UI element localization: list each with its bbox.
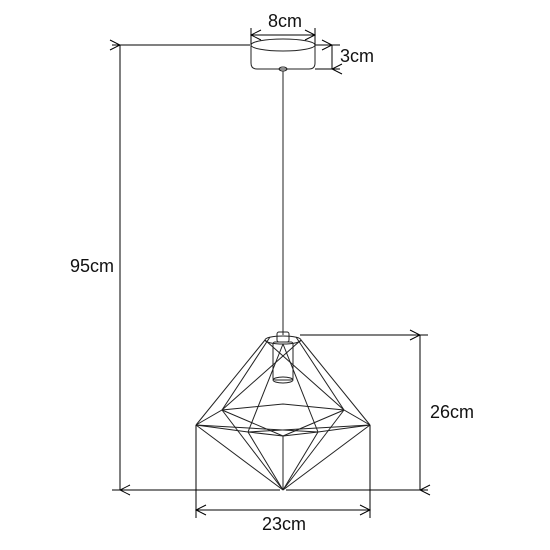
dim-canopy-height: 3cm [315,45,374,69]
pendant-lamp-drawing [196,39,370,490]
wire-shade [196,336,370,490]
dim-total-height: 95cm [70,45,280,490]
dim-canopy-width: 8cm [251,11,315,45]
dim-canopy-width-label: 8cm [268,11,302,31]
dimension-diagram: 8cm 3cm 95cm 26cm 23cm [0,0,550,550]
dim-canopy-height-label: 3cm [340,46,374,66]
dim-shade-width-label: 23cm [262,514,306,534]
socket [273,332,293,383]
ceiling-canopy [251,39,315,71]
dim-shade-height-label: 26cm [430,402,474,422]
dim-total-height-label: 95cm [70,256,114,276]
